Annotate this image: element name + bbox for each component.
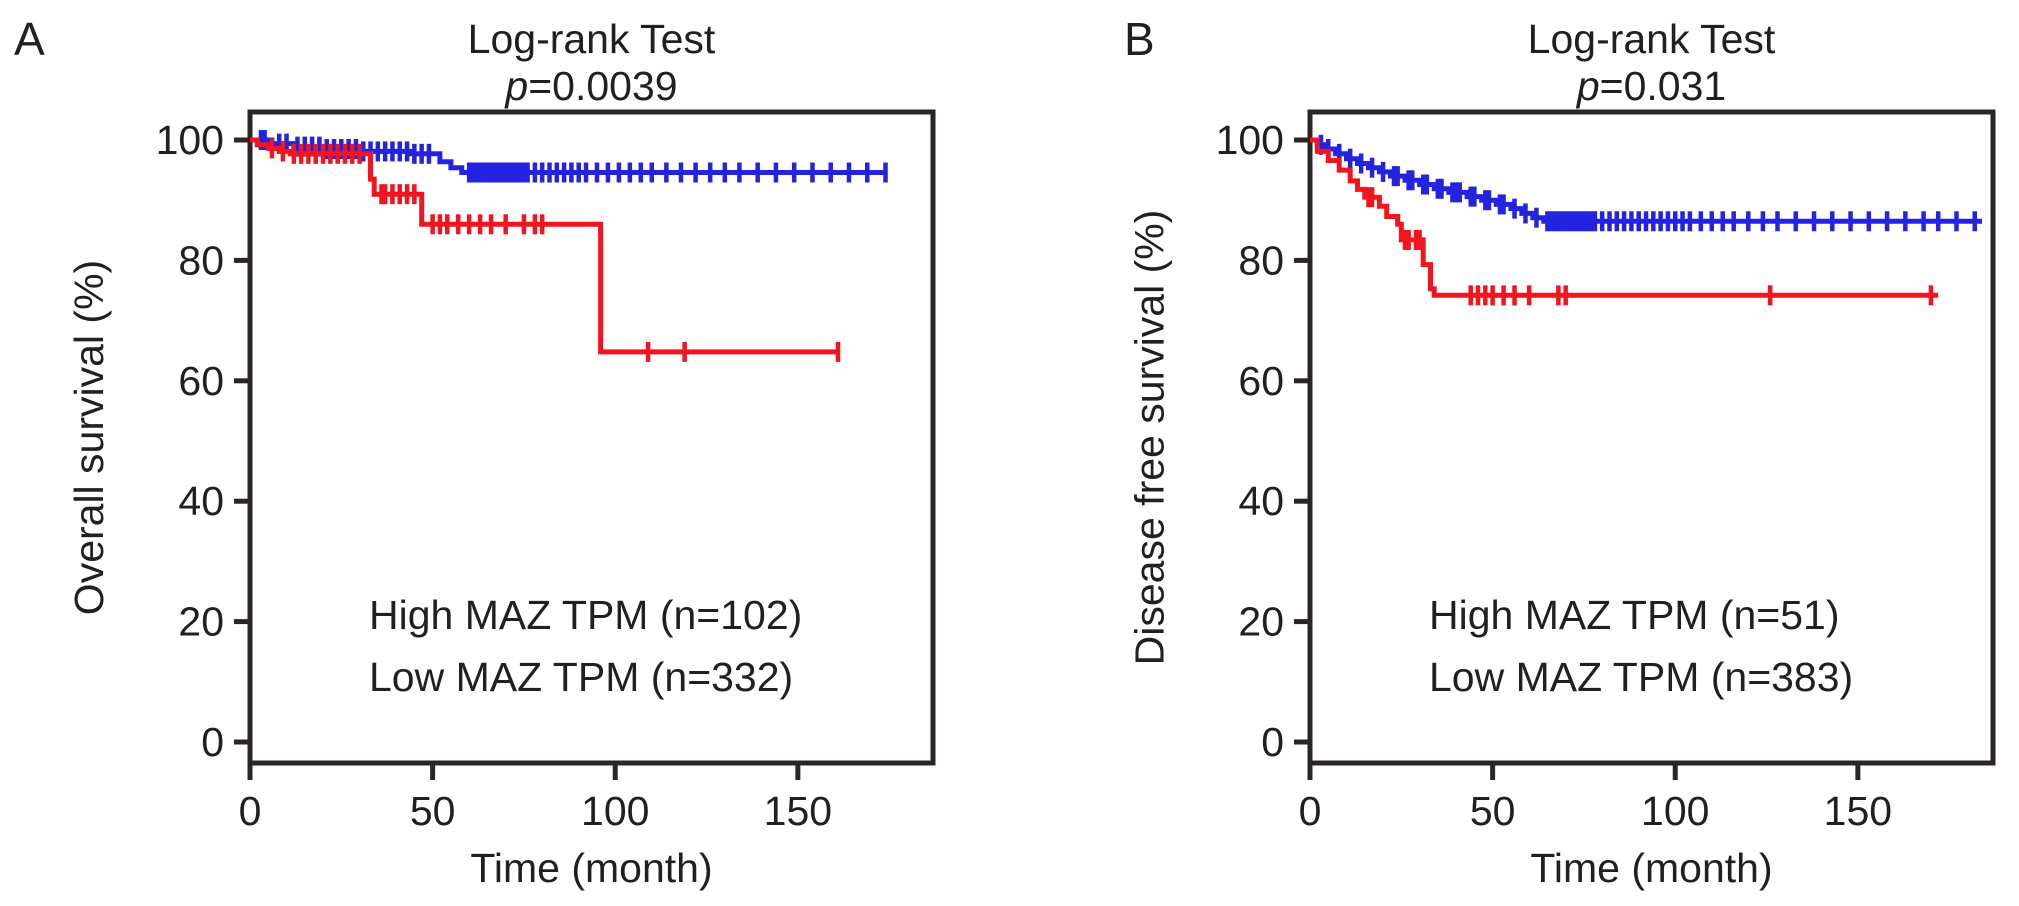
y-tick-label: 40	[1238, 478, 1284, 524]
panel-a-pvalue: p=0.0039	[250, 63, 933, 110]
panel-a-y-axis-label-text: Overall survival (%)	[66, 259, 113, 616]
legend-item-low: Low MAZ TPM (n=383)	[1341, 654, 1853, 700]
panel-b-title-line: Log-rank Test	[1527, 16, 1776, 62]
p-symbol: p	[505, 63, 529, 109]
x-tick-label: 0	[239, 788, 262, 834]
panel-a-legend: High MAZ TPM (n=102) Low MAZ TPM (n=332)	[281, 592, 802, 700]
panel-b-pvalue: p=0.031	[1310, 63, 1993, 110]
km-plot-overall-survival: 0 20 40 60 80 100 0 50 100 150	[156, 109, 936, 834]
x-tick-label: 50	[410, 788, 456, 834]
km-plot-disease-free-survival: 0 20 40 60 80 100 0 50 100 150	[1216, 109, 1996, 834]
legend-label-high: High MAZ TPM (n=102)	[369, 591, 803, 638]
legend-item-low: Low MAZ TPM (n=332)	[281, 654, 802, 700]
y-tick-label: 100	[1216, 117, 1284, 163]
legend-item-high: High MAZ TPM (n=102)	[281, 592, 802, 638]
legend-line-blue-icon	[281, 674, 343, 681]
y-tick-label: 0	[201, 719, 224, 765]
panel-a-x-axis-label: Time (month)	[470, 845, 713, 891]
panel-letter-a: A	[14, 13, 45, 65]
y-tick-label: 0	[1261, 719, 1284, 765]
panel-b-title: Log-rank Test p=0.031	[1310, 16, 1993, 110]
y-tick-label: 80	[1238, 237, 1284, 283]
y-tick-label: 60	[178, 358, 224, 404]
x-tick-label: 0	[1299, 788, 1322, 834]
x-tick-label: 100	[581, 788, 649, 834]
panel-b-y-axis-label-text: Disease free survival (%)	[1126, 209, 1173, 666]
x-tick-label: 100	[1641, 788, 1709, 834]
panel-b-legend: High MAZ TPM (n=51) Low MAZ TPM (n=383)	[1341, 592, 1853, 700]
p-value-text: =0.0039	[528, 63, 678, 109]
x-tick-label: 150	[1824, 788, 1892, 834]
legend-line-red-icon	[281, 612, 343, 619]
y-tick-label: 100	[156, 117, 224, 163]
panel-a-title-line: Log-rank Test	[467, 16, 716, 62]
p-value-text: =0.031	[1599, 63, 1727, 109]
legend-label-low: Low MAZ TPM (n=383)	[1429, 653, 1854, 700]
y-tick-label: 80	[178, 237, 224, 283]
panel-letter-b: B	[1124, 13, 1155, 65]
legend-item-high: High MAZ TPM (n=51)	[1341, 592, 1853, 638]
y-tick-label: 40	[178, 478, 224, 524]
x-tick-label: 50	[1470, 788, 1516, 834]
legend-line-red-icon	[1341, 612, 1403, 619]
y-tick-label: 20	[178, 599, 224, 645]
survival-curve	[1310, 137, 1939, 298]
y-tick-label: 60	[1238, 358, 1284, 404]
y-tick-label: 20	[1238, 599, 1284, 645]
legend-line-blue-icon	[1341, 674, 1403, 681]
plot-box	[247, 109, 936, 766]
panel-a-title: Log-rank Test p=0.0039	[250, 16, 933, 110]
x-tick-label: 150	[764, 788, 832, 834]
legend-label-high: High MAZ TPM (n=51)	[1429, 591, 1840, 638]
p-symbol: p	[1576, 63, 1600, 109]
legend-label-low: Low MAZ TPM (n=332)	[369, 653, 794, 700]
panel-b-x-axis-label: Time (month)	[1530, 845, 1773, 891]
plot-box	[1307, 109, 1996, 766]
